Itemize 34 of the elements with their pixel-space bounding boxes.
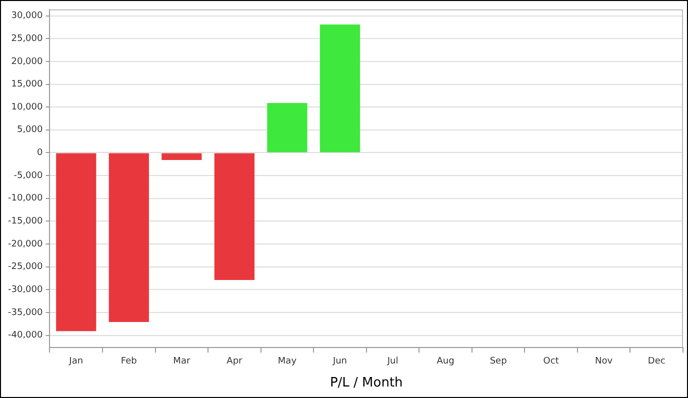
x-tick-label: Feb xyxy=(120,356,138,366)
y-tick-label: 0 xyxy=(37,148,44,158)
y-tick-label: 30,000 xyxy=(11,11,44,22)
bar xyxy=(162,153,202,160)
x-tick-label: Dec xyxy=(648,356,666,366)
x-tick-label: Mar xyxy=(173,356,190,366)
x-axis-title: P/L / Month xyxy=(330,376,403,391)
y-tick-label: -5,000 xyxy=(14,170,44,181)
bar xyxy=(267,102,308,152)
y-tick-label: -40,000 xyxy=(8,330,43,341)
y-tick-label: -30,000 xyxy=(8,284,43,295)
y-tick-label: 10,000 xyxy=(11,102,44,112)
x-tick-label: Aug xyxy=(436,356,454,366)
x-tick-label: May xyxy=(278,356,298,366)
x-tick-label: Jun xyxy=(332,356,348,366)
bar xyxy=(108,153,149,322)
x-tick-label: Jan xyxy=(68,356,84,366)
x-tick-label: Nov xyxy=(595,356,614,366)
x-tick-label: Jul xyxy=(386,356,398,366)
y-tick-label: -15,000 xyxy=(8,216,43,227)
y-tick-label: -10,000 xyxy=(8,194,43,204)
x-tick-label: Oct xyxy=(543,356,560,366)
y-tick-label: 20,000 xyxy=(11,56,44,67)
y-tick-label: -35,000 xyxy=(8,308,43,318)
bar xyxy=(320,24,360,152)
bar xyxy=(56,153,96,332)
y-tick-label: -25,000 xyxy=(8,262,43,272)
x-tick-label: Sep xyxy=(490,356,508,366)
x-tick-label: Apr xyxy=(226,356,243,366)
y-tick-label: 25,000 xyxy=(11,34,44,44)
y-tick-label: 5,000 xyxy=(16,125,44,136)
bar xyxy=(214,153,254,280)
y-tick-label: 15,000 xyxy=(11,80,44,90)
y-tick-label: -20,000 xyxy=(8,239,43,250)
